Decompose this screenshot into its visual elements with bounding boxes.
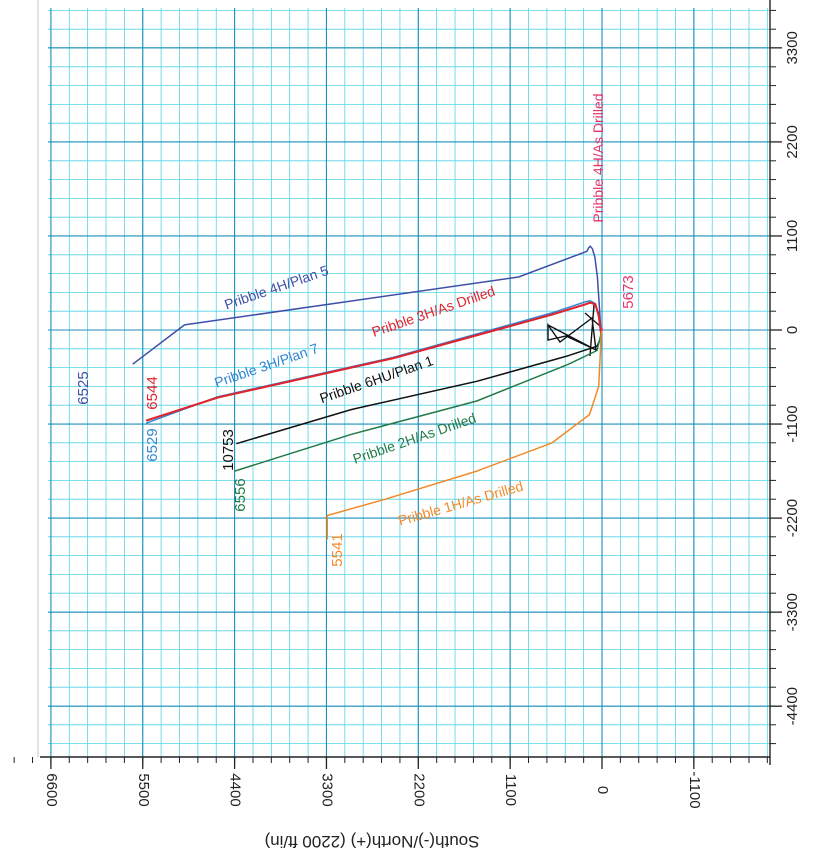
bottom-tick-label: 5500: [135, 773, 152, 806]
bottom-tick-label: 2200: [410, 773, 427, 806]
right-tick-label: 1100: [784, 220, 801, 252]
grid: [48, 8, 770, 757]
pad-structure: [547, 304, 601, 357]
annotation-label: 6556: [232, 478, 249, 511]
right-tick-label: -1100: [784, 405, 801, 442]
right-tick-label: -3300: [784, 593, 801, 631]
bottom-tick-label: 0: [594, 786, 611, 794]
right-tick-label: -2200: [784, 499, 801, 537]
right-tick-label: 3300: [784, 31, 801, 64]
bottom-tick-label: 3300: [318, 773, 335, 806]
right-tick-label: 2200: [784, 125, 801, 158]
bottom-axis: 6600 5500 4400 3300 2200 1100 0 -1100: [43, 757, 703, 809]
right-tick-label: -4400: [784, 687, 801, 725]
bottom-tick-label: -1100: [686, 771, 703, 808]
bottom-tick-label: 4400: [227, 773, 244, 806]
bottom-tick-label: 6600: [43, 773, 60, 806]
right-axis: 3300 2200 1100 0 -1100 -2200 -3300 -4400: [770, 31, 801, 725]
series-line-pribble-3h-as-drilled: [145, 301, 603, 422]
series-line-pribble-4h-plan-5: [132, 245, 603, 365]
annotation-label: 6544: [144, 376, 161, 409]
annotation-label: 10753: [220, 429, 237, 471]
series-group: [132, 245, 603, 540]
annotation-label: 5541: [329, 533, 346, 566]
right-tick-label: 0: [784, 326, 801, 334]
annotation-label: 5673: [620, 275, 637, 308]
series-label-pribble-4h-as-drilled: Pribble 4H/As Drilled: [590, 93, 606, 222]
annotation-labels: 6525 6544 6529 10753 6556 5541 5673: [75, 275, 637, 566]
annotation-label: 6525: [75, 371, 92, 404]
y-axis-label: South(-)/North(+) (2200 ft/in): [265, 832, 480, 851]
bottom-tick-label: 1100: [502, 774, 519, 806]
series-line-pribble-1h-as-drilled: [326, 330, 603, 540]
well-pad: [547, 304, 601, 357]
annotation-label: 6529: [144, 428, 161, 461]
